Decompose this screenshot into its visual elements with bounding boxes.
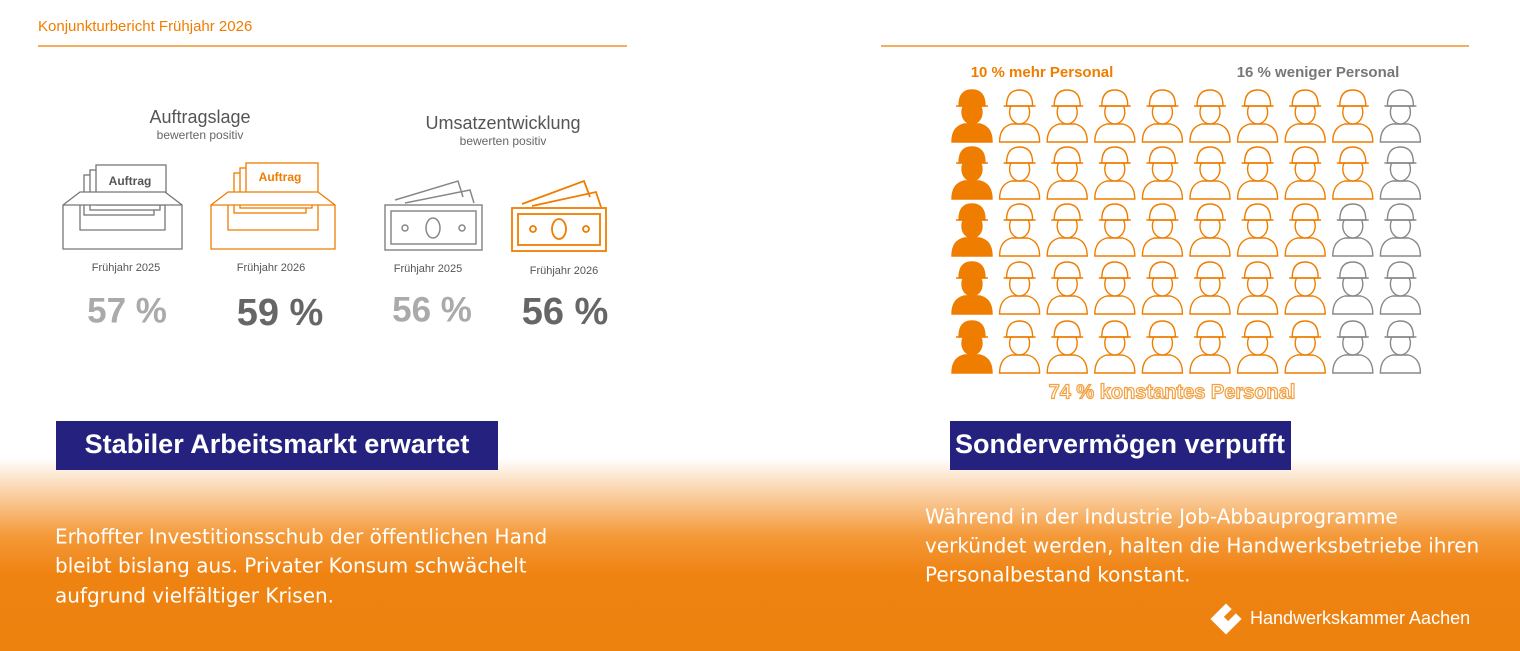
- person-icon: [1189, 146, 1231, 200]
- card-label: Auftrag: [109, 174, 152, 188]
- tray-icon: [62, 164, 183, 250]
- person-icon: [1284, 203, 1326, 257]
- person-icon: [998, 146, 1041, 200]
- person-icon: [1332, 320, 1374, 374]
- section-title: Umsatzentwicklung: [425, 113, 580, 133]
- period-label: Frühjahr 2025: [394, 263, 463, 275]
- body-line: Erhoffter Investitionsschub der öffentli…: [55, 525, 547, 549]
- person-icon: [1189, 320, 1231, 374]
- section-title: Auftragslage: [149, 107, 250, 127]
- person-icon: [1284, 146, 1326, 200]
- card-label: Auftrag: [259, 170, 302, 184]
- person-icon: [951, 146, 993, 200]
- body-line: bleibt bislang aus. Privater Konsum schw…: [55, 554, 527, 578]
- person-icon: [1141, 203, 1184, 257]
- person-icon: [1236, 146, 1279, 200]
- person-icon: [1332, 146, 1374, 200]
- person-icon: [1094, 203, 1136, 257]
- person-icon: [1046, 203, 1088, 257]
- tray-icon: [210, 162, 336, 250]
- people-grid: [951, 89, 1422, 374]
- person-icon: [1332, 203, 1374, 257]
- section-subtitle: bewerten positiv: [157, 128, 244, 142]
- heading: Stabiler Arbeitsmarkt erwartet: [85, 429, 470, 459]
- body-line: verkündet werden, halten die Handwerksbe…: [925, 534, 1479, 558]
- person-icon: [998, 203, 1041, 257]
- person-icon: [998, 261, 1041, 315]
- person-icon: [1236, 261, 1279, 315]
- person-icon: [998, 89, 1041, 143]
- person-icon: [1094, 261, 1136, 315]
- share-value: 59 %: [237, 292, 324, 334]
- person-icon: [1236, 89, 1279, 143]
- person-icon: [1189, 89, 1231, 143]
- person-icon: [1379, 203, 1422, 257]
- person-icon: [1284, 261, 1326, 315]
- person-icon: [998, 320, 1041, 374]
- person-icon: [1094, 89, 1136, 143]
- person-icon: [1141, 320, 1184, 374]
- more-label: 10 % mehr Personal: [971, 64, 1114, 81]
- person-icon: [1379, 261, 1422, 315]
- heading: Sondervermögen verpufft: [955, 429, 1285, 459]
- body-line: Während in der Industrie Job-Abbauprogra…: [925, 505, 1398, 529]
- header-title: Konjunkturbericht Frühjahr 2026: [38, 18, 252, 35]
- share-value: 56 %: [392, 290, 472, 329]
- heading-box: [56, 421, 498, 470]
- person-icon: [951, 320, 993, 374]
- person-icon: [1141, 146, 1184, 200]
- person-icon: [1046, 261, 1088, 315]
- person-icon: [1189, 261, 1231, 315]
- money-icon: [511, 179, 607, 252]
- person-icon: [1141, 89, 1184, 143]
- person-icon: [1236, 203, 1279, 257]
- heading-box: [950, 421, 1291, 470]
- less-label: 16 % weniger Personal: [1237, 64, 1400, 81]
- share-value: 57 %: [87, 291, 167, 330]
- body-line: Personalbestand konstant.: [925, 563, 1190, 587]
- constant-label: 74 % konstantes Personal: [1049, 381, 1296, 403]
- person-icon: [951, 261, 993, 315]
- person-icon: [1379, 89, 1422, 143]
- person-icon: [951, 203, 993, 257]
- person-icon: [1094, 320, 1136, 374]
- person-icon: [1189, 203, 1231, 257]
- person-icon: [1332, 89, 1374, 143]
- person-icon: [1284, 320, 1326, 374]
- orange-band: [0, 458, 1520, 651]
- person-icon: [1284, 89, 1326, 143]
- person-icon: [1236, 320, 1279, 374]
- person-icon: [1046, 89, 1088, 143]
- period-label: Frühjahr 2025: [92, 262, 161, 274]
- person-icon: [951, 89, 993, 143]
- period-label: Frühjahr 2026: [237, 262, 306, 274]
- person-icon: [1141, 261, 1184, 315]
- period-label: Frühjahr 2026: [530, 265, 599, 277]
- person-icon: [1379, 146, 1422, 200]
- person-icon: [1046, 320, 1088, 374]
- logo-text: Handwerkskammer Aachen: [1250, 608, 1470, 628]
- body-line: aufgrund vielfältiger Krisen.: [55, 584, 334, 608]
- share-value: 56 %: [522, 291, 609, 333]
- person-icon: [1046, 146, 1088, 200]
- person-icon: [1332, 261, 1374, 315]
- person-icon: [1379, 320, 1422, 374]
- person-icon: [1094, 146, 1136, 200]
- money-icon: [384, 180, 483, 251]
- section-subtitle: bewerten positiv: [460, 134, 547, 148]
